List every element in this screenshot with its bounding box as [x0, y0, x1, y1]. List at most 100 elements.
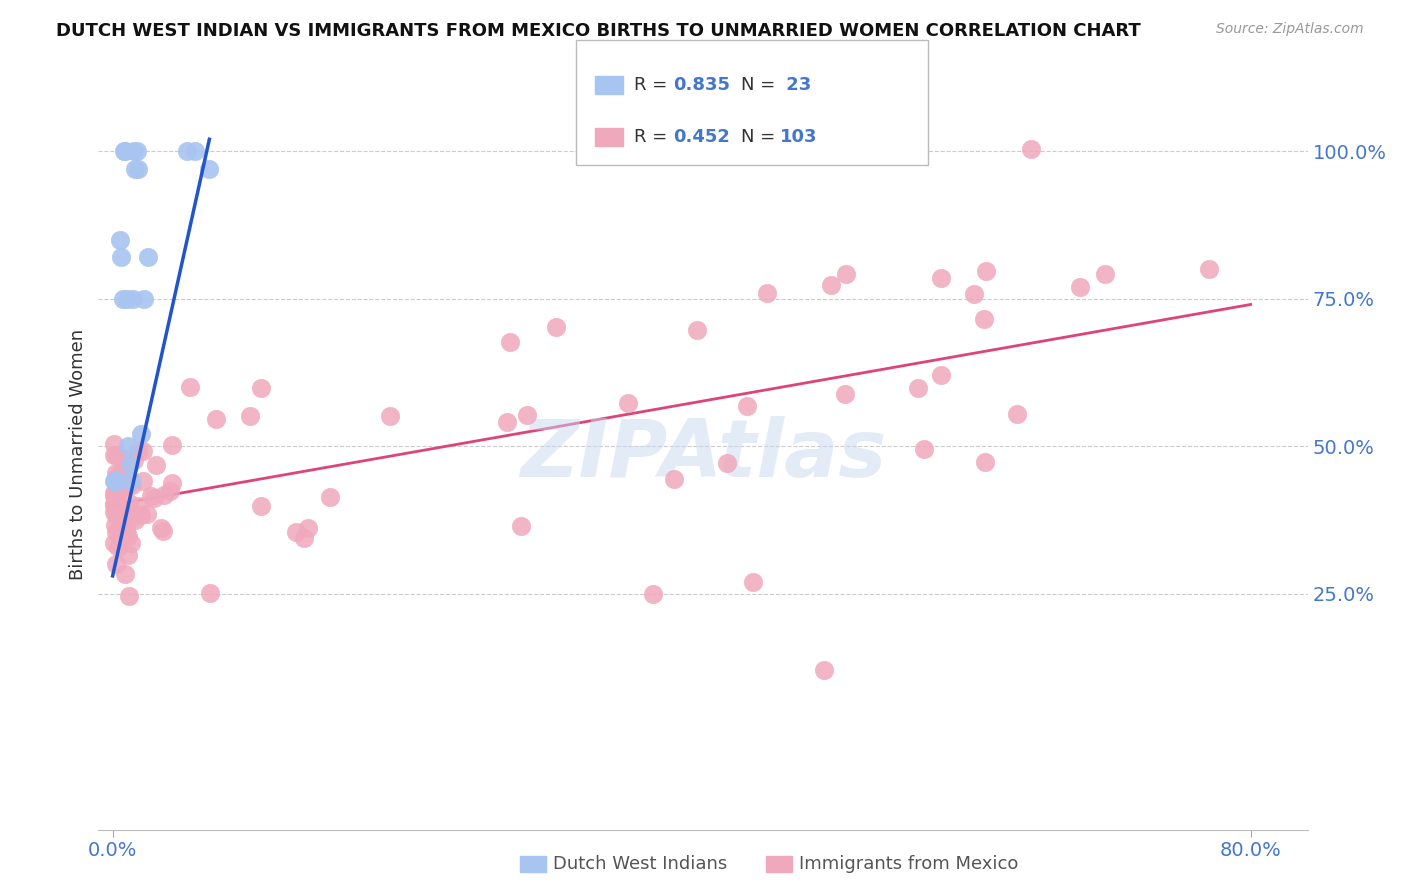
Point [1005, 407, 1028, 421]
Point [108, 524, 131, 539]
Point [117, 513, 139, 527]
Point [124, 161, 146, 176]
Point [117, 477, 139, 491]
Point [112, 480, 135, 494]
Point [685, 323, 707, 337]
Point [284, 524, 307, 539]
Point [104, 518, 127, 533]
Point [103, 536, 125, 550]
Point [111, 506, 134, 520]
Point [153, 488, 176, 502]
Point [117, 529, 139, 543]
Point [616, 396, 638, 410]
Point [120, 535, 142, 549]
Point [117, 439, 139, 453]
Point [152, 524, 174, 539]
Point [103, 489, 125, 503]
Point [813, 663, 835, 677]
Point [132, 474, 155, 488]
Point [149, 521, 172, 535]
Point [105, 491, 128, 505]
Point [112, 144, 135, 158]
Text: Source: ZipAtlas.com: Source: ZipAtlas.com [1216, 22, 1364, 37]
Point [914, 442, 936, 456]
Point [103, 437, 125, 451]
Point [129, 508, 152, 523]
Point [108, 233, 131, 247]
Point [120, 475, 142, 489]
Point [104, 475, 127, 489]
Point [128, 500, 150, 514]
Point [319, 490, 342, 504]
Point [105, 467, 128, 481]
Point [105, 475, 128, 489]
Point [973, 311, 995, 326]
Point [198, 586, 221, 600]
Point [114, 468, 136, 483]
Point [107, 470, 129, 484]
Point [122, 144, 145, 158]
Point [198, 161, 221, 176]
Text: R =: R = [634, 128, 673, 146]
Point [121, 477, 143, 491]
Text: 0.452: 0.452 [673, 128, 730, 146]
Point [378, 409, 401, 423]
Point [107, 508, 129, 522]
Point [495, 415, 517, 429]
Point [929, 368, 952, 382]
Text: Immigrants from Mexico: Immigrants from Mexico [799, 855, 1018, 873]
Point [104, 557, 127, 571]
Point [117, 496, 139, 510]
Point [125, 144, 148, 158]
Point [112, 511, 135, 525]
Point [179, 380, 201, 394]
Point [114, 567, 136, 582]
Point [117, 548, 139, 562]
Point [108, 520, 131, 534]
Point [162, 476, 184, 491]
Point [111, 451, 134, 466]
Point [1198, 262, 1220, 277]
Point [184, 144, 207, 158]
Point [1069, 280, 1091, 294]
Point [974, 264, 997, 278]
Point [249, 381, 271, 395]
Point [122, 453, 145, 467]
Point [205, 412, 228, 426]
Point [516, 408, 538, 422]
Point [118, 589, 141, 603]
Point [110, 474, 132, 488]
Point [132, 292, 155, 306]
Text: N =: N = [741, 128, 780, 146]
Point [110, 465, 132, 479]
Point [104, 471, 127, 485]
Point [127, 161, 149, 176]
Point [103, 475, 125, 489]
Point [297, 521, 319, 535]
Point [118, 457, 141, 471]
Text: DUTCH WEST INDIAN VS IMMIGRANTS FROM MEXICO BIRTHS TO UNMARRIED WOMEN CORRELATIO: DUTCH WEST INDIAN VS IMMIGRANTS FROM MEX… [56, 22, 1142, 40]
Point [544, 320, 567, 334]
Point [176, 144, 198, 158]
Text: Dutch West Indians: Dutch West Indians [553, 855, 727, 873]
Point [104, 525, 127, 540]
Point [162, 438, 184, 452]
Text: R =: R = [634, 76, 673, 95]
Y-axis label: Births to Unmarried Women: Births to Unmarried Women [69, 329, 87, 581]
Point [114, 508, 136, 523]
Point [111, 292, 134, 306]
Point [510, 519, 533, 533]
Point [114, 144, 136, 158]
Point [1019, 142, 1042, 156]
Point [108, 509, 131, 524]
Point [250, 500, 273, 514]
Point [145, 458, 167, 472]
Point [121, 292, 143, 306]
Text: 0.835: 0.835 [673, 76, 731, 95]
Point [107, 511, 129, 525]
Text: 103: 103 [780, 128, 818, 146]
Point [1094, 267, 1116, 281]
Point [103, 498, 125, 512]
Point [132, 444, 155, 458]
Point [108, 506, 131, 520]
